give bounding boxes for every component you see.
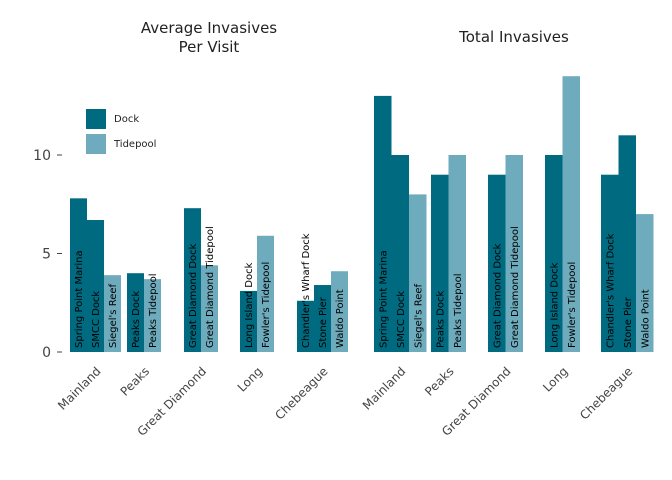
x-tick-label: Chebeague xyxy=(577,364,635,422)
bar xyxy=(70,198,87,352)
bar-label: Great Diamond Tidepool xyxy=(205,226,216,348)
bar xyxy=(184,208,201,352)
bar xyxy=(374,95,392,353)
chart-title: Per Visit xyxy=(179,38,240,56)
bar xyxy=(297,300,314,352)
chart-title: Total Invasives xyxy=(458,28,569,46)
bar xyxy=(314,285,331,352)
bar xyxy=(144,279,161,352)
bar-label: Stone Pier xyxy=(318,296,329,348)
bar-label: Spring Point Marina xyxy=(74,250,85,348)
bar xyxy=(562,76,580,352)
bar xyxy=(488,174,506,352)
bar-label: Chandler's Wharf Dock xyxy=(605,233,616,348)
x-tick-label: Mainland xyxy=(360,364,408,412)
x-tick-label: Peaks xyxy=(118,364,152,398)
bar-label: Peaks Tidepool xyxy=(148,273,159,348)
bar-label: Waldo Point xyxy=(640,289,651,348)
bar xyxy=(240,290,257,352)
bar-label: Chandler's Wharf Dock xyxy=(301,233,312,348)
legend-label: Tidepool xyxy=(113,139,156,150)
y-tick-label: 10 xyxy=(33,148,51,164)
x-tick-label: Long xyxy=(540,364,570,394)
legend-swatch xyxy=(86,109,106,129)
bar-label: Siegel's Reef xyxy=(108,284,119,348)
legend: Dock Tidepool xyxy=(86,109,156,154)
bar-label: Waldo Point xyxy=(335,289,346,348)
bar xyxy=(618,135,636,352)
bar-label: Spring Point Marina xyxy=(378,250,389,348)
bar-label: SMCC Dock xyxy=(91,291,102,348)
bar xyxy=(505,155,523,352)
bar-label: Fowler's Tidepool xyxy=(261,262,272,348)
bar xyxy=(601,174,619,352)
bar xyxy=(104,275,121,352)
bar-label: Great Diamond Tidepool xyxy=(510,226,521,348)
bar-label: Long Island Dock xyxy=(549,262,560,348)
bar xyxy=(391,155,409,352)
chart-title: Average Invasives xyxy=(141,19,277,37)
bar xyxy=(545,155,563,352)
bar xyxy=(87,220,104,352)
bar xyxy=(331,271,348,352)
bar-label: Peaks Dock xyxy=(131,291,142,348)
x-tick-label: Long xyxy=(235,364,265,394)
bar-label: Great Diamond Dock xyxy=(188,243,199,348)
bar-label: SMCC Dock xyxy=(396,291,407,348)
bar xyxy=(409,194,427,352)
bar xyxy=(127,273,144,352)
bar xyxy=(636,214,654,352)
y-tick-label: 0 xyxy=(42,345,51,361)
bar xyxy=(257,235,274,352)
panel-total-invasives: Total Invasives Spring Point Marina SMCC D… xyxy=(360,28,654,439)
x-tick-label: Mainland xyxy=(55,364,103,412)
bar xyxy=(431,174,449,352)
bar-label: Long Island Dock xyxy=(244,262,255,348)
legend-label: Dock xyxy=(114,114,139,125)
bar-label: Stone Pier xyxy=(623,296,634,348)
bar-label: Peaks Dock xyxy=(435,291,446,348)
bar-label: Siegel's Reef xyxy=(413,284,424,348)
bar-label: Great Diamond Dock xyxy=(492,243,503,348)
y-tick-label: 5 xyxy=(42,247,51,263)
bar xyxy=(448,155,466,352)
x-tick-label: Chebeague xyxy=(272,364,330,422)
bar xyxy=(201,265,218,352)
x-tick-label: Peaks xyxy=(422,364,456,398)
legend-swatch xyxy=(86,134,106,154)
bar-label: Fowler's Tidepool xyxy=(567,262,578,348)
bar-label: Peaks Tidepool xyxy=(453,273,464,348)
